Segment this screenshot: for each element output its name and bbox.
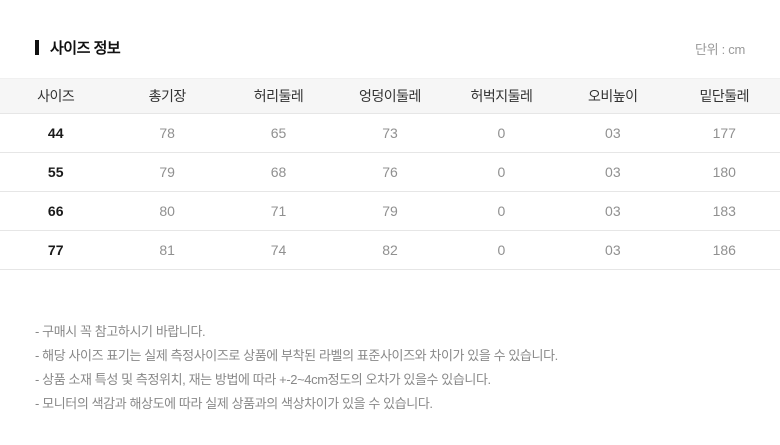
value-cell: 73: [334, 113, 446, 153]
size-table-body: 44 78 65 73 0 03 177 55 79 68 76 0 03 180 66 80 71 79 0 03 1…: [0, 113, 780, 270]
column-header: 오비높이: [557, 78, 669, 114]
size-cell: 55: [0, 152, 112, 192]
size-table-head: 사이즈 총기장 허리둘레 엉덩이둘레 허벅지둘레 오비높이 밑단둘레: [0, 78, 780, 114]
value-cell: 0: [445, 230, 558, 270]
value-cell: 80: [111, 191, 223, 231]
table-row: 44 78 65 73 0 03 177: [0, 113, 780, 153]
page-title: 사이즈 정보: [50, 40, 121, 57]
value-cell: 180: [668, 152, 780, 192]
value-cell: 0: [445, 191, 558, 231]
value-cell: 0: [445, 152, 558, 192]
footnote-line: - 상품 소재 특성 및 측정위치, 재는 방법에 따라 +-2~4cm정도의 …: [35, 372, 491, 387]
size-table: 사이즈 총기장 허리둘레 엉덩이둘레 허벅지둘레 오비높이 밑단둘레 44 78 65 73 0 03…: [0, 78, 780, 270]
table-row: 55 79 68 76 0 03 180: [0, 152, 780, 192]
footnote-line: - 구매시 꼭 참고하시기 바랍니다.: [35, 324, 206, 339]
value-cell: 71: [222, 191, 335, 231]
value-cell: 177: [668, 113, 780, 153]
size-cell: 44: [0, 113, 112, 153]
value-cell: 74: [222, 230, 335, 270]
value-cell: 03: [557, 152, 669, 192]
value-cell: 186: [668, 230, 780, 270]
header-row: 사이즈 총기장 허리둘레 엉덩이둘레 허벅지둘레 오비높이 밑단둘레: [0, 78, 780, 114]
size-cell: 66: [0, 191, 112, 231]
value-cell: 65: [222, 113, 335, 153]
value-cell: 0: [445, 113, 558, 153]
value-cell: 79: [111, 152, 223, 192]
column-header: 허벅지둘레: [445, 78, 558, 114]
title-accent-bar: [35, 40, 39, 55]
value-cell: 03: [557, 230, 669, 270]
value-cell: 03: [557, 113, 669, 153]
footnotes: - 구매시 꼭 참고하시기 바랍니다. - 해당 사이즈 표기는 실제 측정사이즈…: [0, 270, 780, 416]
footnote-line: - 해당 사이즈 표기는 실제 측정사이즈로 상품에 부착된 라벨의 표준사이즈…: [35, 348, 558, 363]
size-cell: 77: [0, 230, 112, 270]
value-cell: 183: [668, 191, 780, 231]
value-cell: 03: [557, 191, 669, 231]
column-header: 허리둘레: [222, 78, 335, 114]
value-cell: 79: [334, 191, 446, 231]
value-cell: 76: [334, 152, 446, 192]
column-header: 사이즈: [0, 78, 112, 114]
unit-label: 단위 : cm: [695, 42, 745, 57]
table-row: 66 80 71 79 0 03 183: [0, 191, 780, 231]
section-header: 사이즈 정보 단위 : cm: [0, 0, 780, 58]
footnote-line: - 모니터의 색감과 해상도에 따라 실제 상품과의 색상차이가 있을 수 있습…: [35, 396, 433, 411]
column-header: 총기장: [111, 78, 223, 114]
value-cell: 82: [334, 230, 446, 270]
value-cell: 81: [111, 230, 223, 270]
column-header: 엉덩이둘레: [334, 78, 446, 114]
value-cell: 68: [222, 152, 335, 192]
title-wrap: 사이즈 정보: [35, 37, 121, 58]
value-cell: 78: [111, 113, 223, 153]
column-header: 밑단둘레: [668, 78, 780, 114]
table-row: 77 81 74 82 0 03 186: [0, 230, 780, 270]
